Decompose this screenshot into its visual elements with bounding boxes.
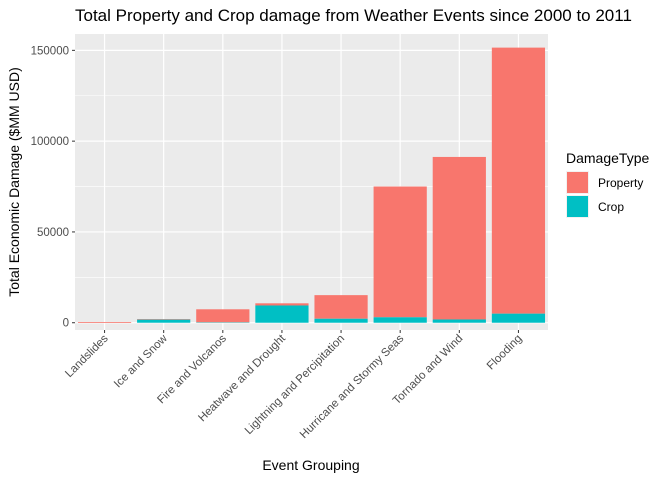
bar-crop — [314, 318, 368, 323]
y-tick-label: 50000 — [37, 227, 69, 239]
y-tick-label: 0 — [63, 318, 69, 330]
legend-label-property: Property — [598, 176, 643, 190]
legend-swatch-crop — [567, 196, 588, 217]
legend: DamageType Property Crop — [566, 150, 649, 218]
x-tick-label: Lightning and Percipitation — [243, 333, 347, 437]
bar-crop — [137, 319, 191, 323]
bar-property — [373, 186, 427, 318]
x-tick-label: Hurricane and Stormy Seas — [298, 332, 407, 441]
bar-property — [255, 303, 309, 306]
bar-crop — [373, 317, 427, 323]
x-tick-label: Flooding — [485, 333, 525, 373]
bar-property — [137, 319, 191, 320]
y-axis: 0 50000 100000 150000 — [31, 45, 75, 330]
bar-property — [196, 309, 250, 323]
x-tick-label: Ice and Snow — [112, 332, 170, 390]
y-tick-label: 100000 — [31, 136, 69, 148]
legend-label-crop: Crop — [598, 200, 624, 214]
bar-crop — [432, 319, 486, 323]
bar-property — [314, 295, 368, 319]
legend-swatch-property — [567, 172, 588, 193]
y-tick-label: 150000 — [31, 45, 69, 57]
x-axis-title: Event Grouping — [262, 457, 359, 473]
bar-crop — [255, 305, 309, 323]
bar-property — [77, 322, 132, 323]
bar-property — [491, 47, 546, 314]
x-tick-label: Landslides — [63, 332, 111, 380]
bar-crop — [491, 313, 546, 323]
bars — [77, 47, 546, 323]
legend-title: DamageType — [566, 150, 649, 166]
chart-title: Total Property and Crop damage from Weat… — [75, 6, 632, 25]
bar-property — [432, 156, 486, 320]
y-axis-title: Total Economic Damage ($MM USD) — [6, 67, 22, 297]
